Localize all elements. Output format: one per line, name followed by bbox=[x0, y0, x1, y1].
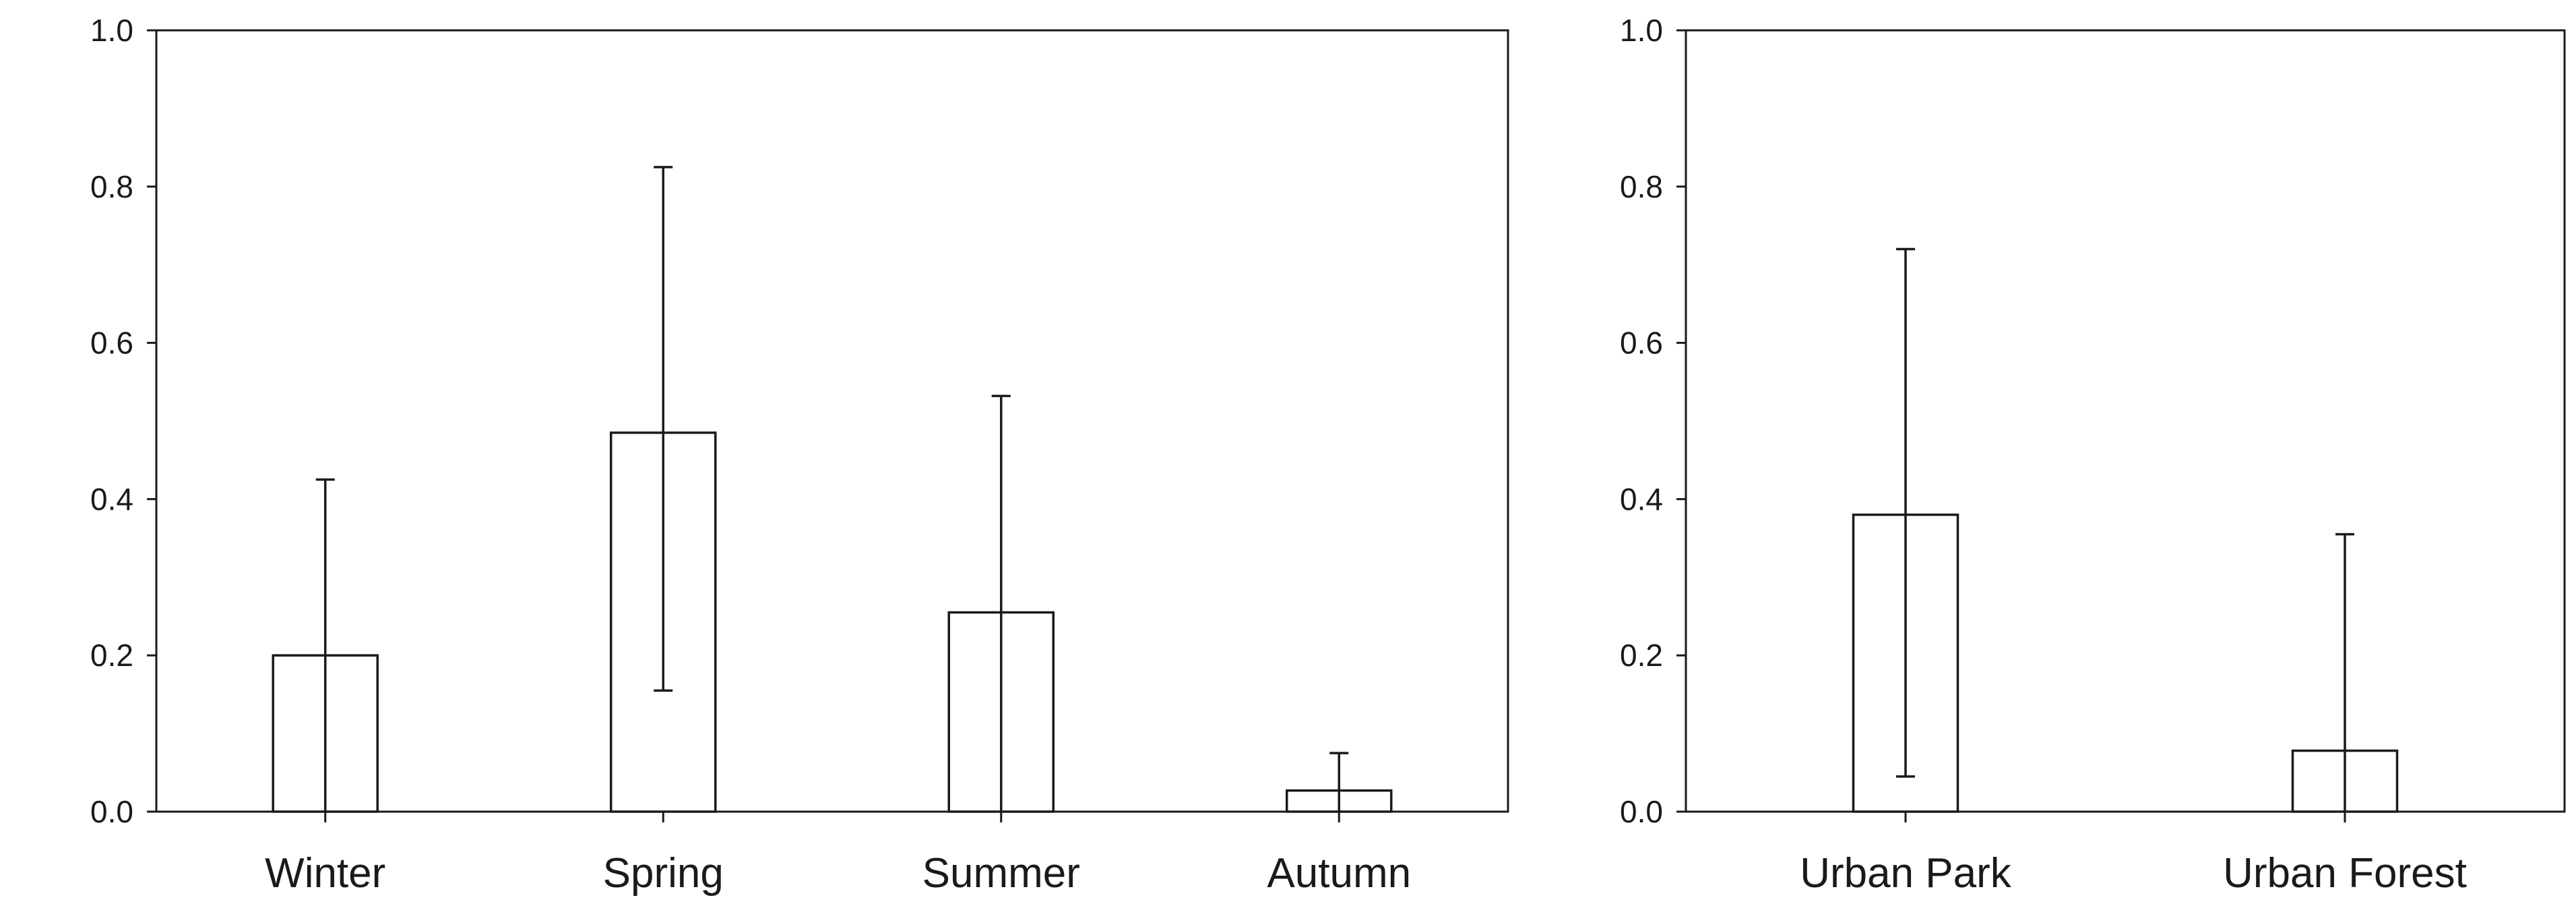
panel-a-plot-frame bbox=[155, 29, 1509, 813]
panel-a-y-tick-label: 0.4 bbox=[90, 481, 133, 516]
panel-b-y-tick-label: 0.2 bbox=[1620, 638, 1663, 673]
panel-b-plot-frame bbox=[1685, 29, 2566, 813]
panel-b-x-tick-label: Urban Park bbox=[1800, 850, 2012, 897]
panel-b-chart: 0.0 0.2 0.4 0.6 0.8 1.0 Urban Park Urban Forest bbox=[1620, 13, 2566, 897]
panel-a-x-tick-label: Autumn bbox=[1267, 850, 1411, 897]
panel-b-y-tick-label: 0.8 bbox=[1620, 169, 1663, 204]
panel-b-x-tick-label: Urban Forest bbox=[2223, 850, 2467, 897]
panel-b-y-tick-label: 0.0 bbox=[1620, 794, 1663, 829]
panel-a-y-tick-label: 0.2 bbox=[90, 638, 133, 673]
panel-b-y-tick-label: 0.4 bbox=[1620, 481, 1663, 516]
panel-a-y-tick-label: 0.6 bbox=[90, 326, 133, 361]
panel-a-chart: 0.0 0.2 0.4 0.6 0.8 1.0 Winter Spring Summer Autu… bbox=[90, 13, 1509, 897]
panel-a-x-tick-label: Spring bbox=[603, 850, 724, 897]
panel-b-y-tick-label: 0.6 bbox=[1620, 326, 1663, 361]
panel-a-y-tick-label: 0.8 bbox=[90, 169, 133, 204]
panel-a-y-tick-label: 0.0 bbox=[90, 794, 133, 829]
panel-a-y-tick-label: 1.0 bbox=[90, 13, 133, 48]
panel-b-y-tick-label: 1.0 bbox=[1620, 13, 1663, 48]
panel-a-x-tick-label: Summer bbox=[922, 850, 1080, 897]
panel-a-x-tick-label: Winter bbox=[265, 850, 385, 897]
